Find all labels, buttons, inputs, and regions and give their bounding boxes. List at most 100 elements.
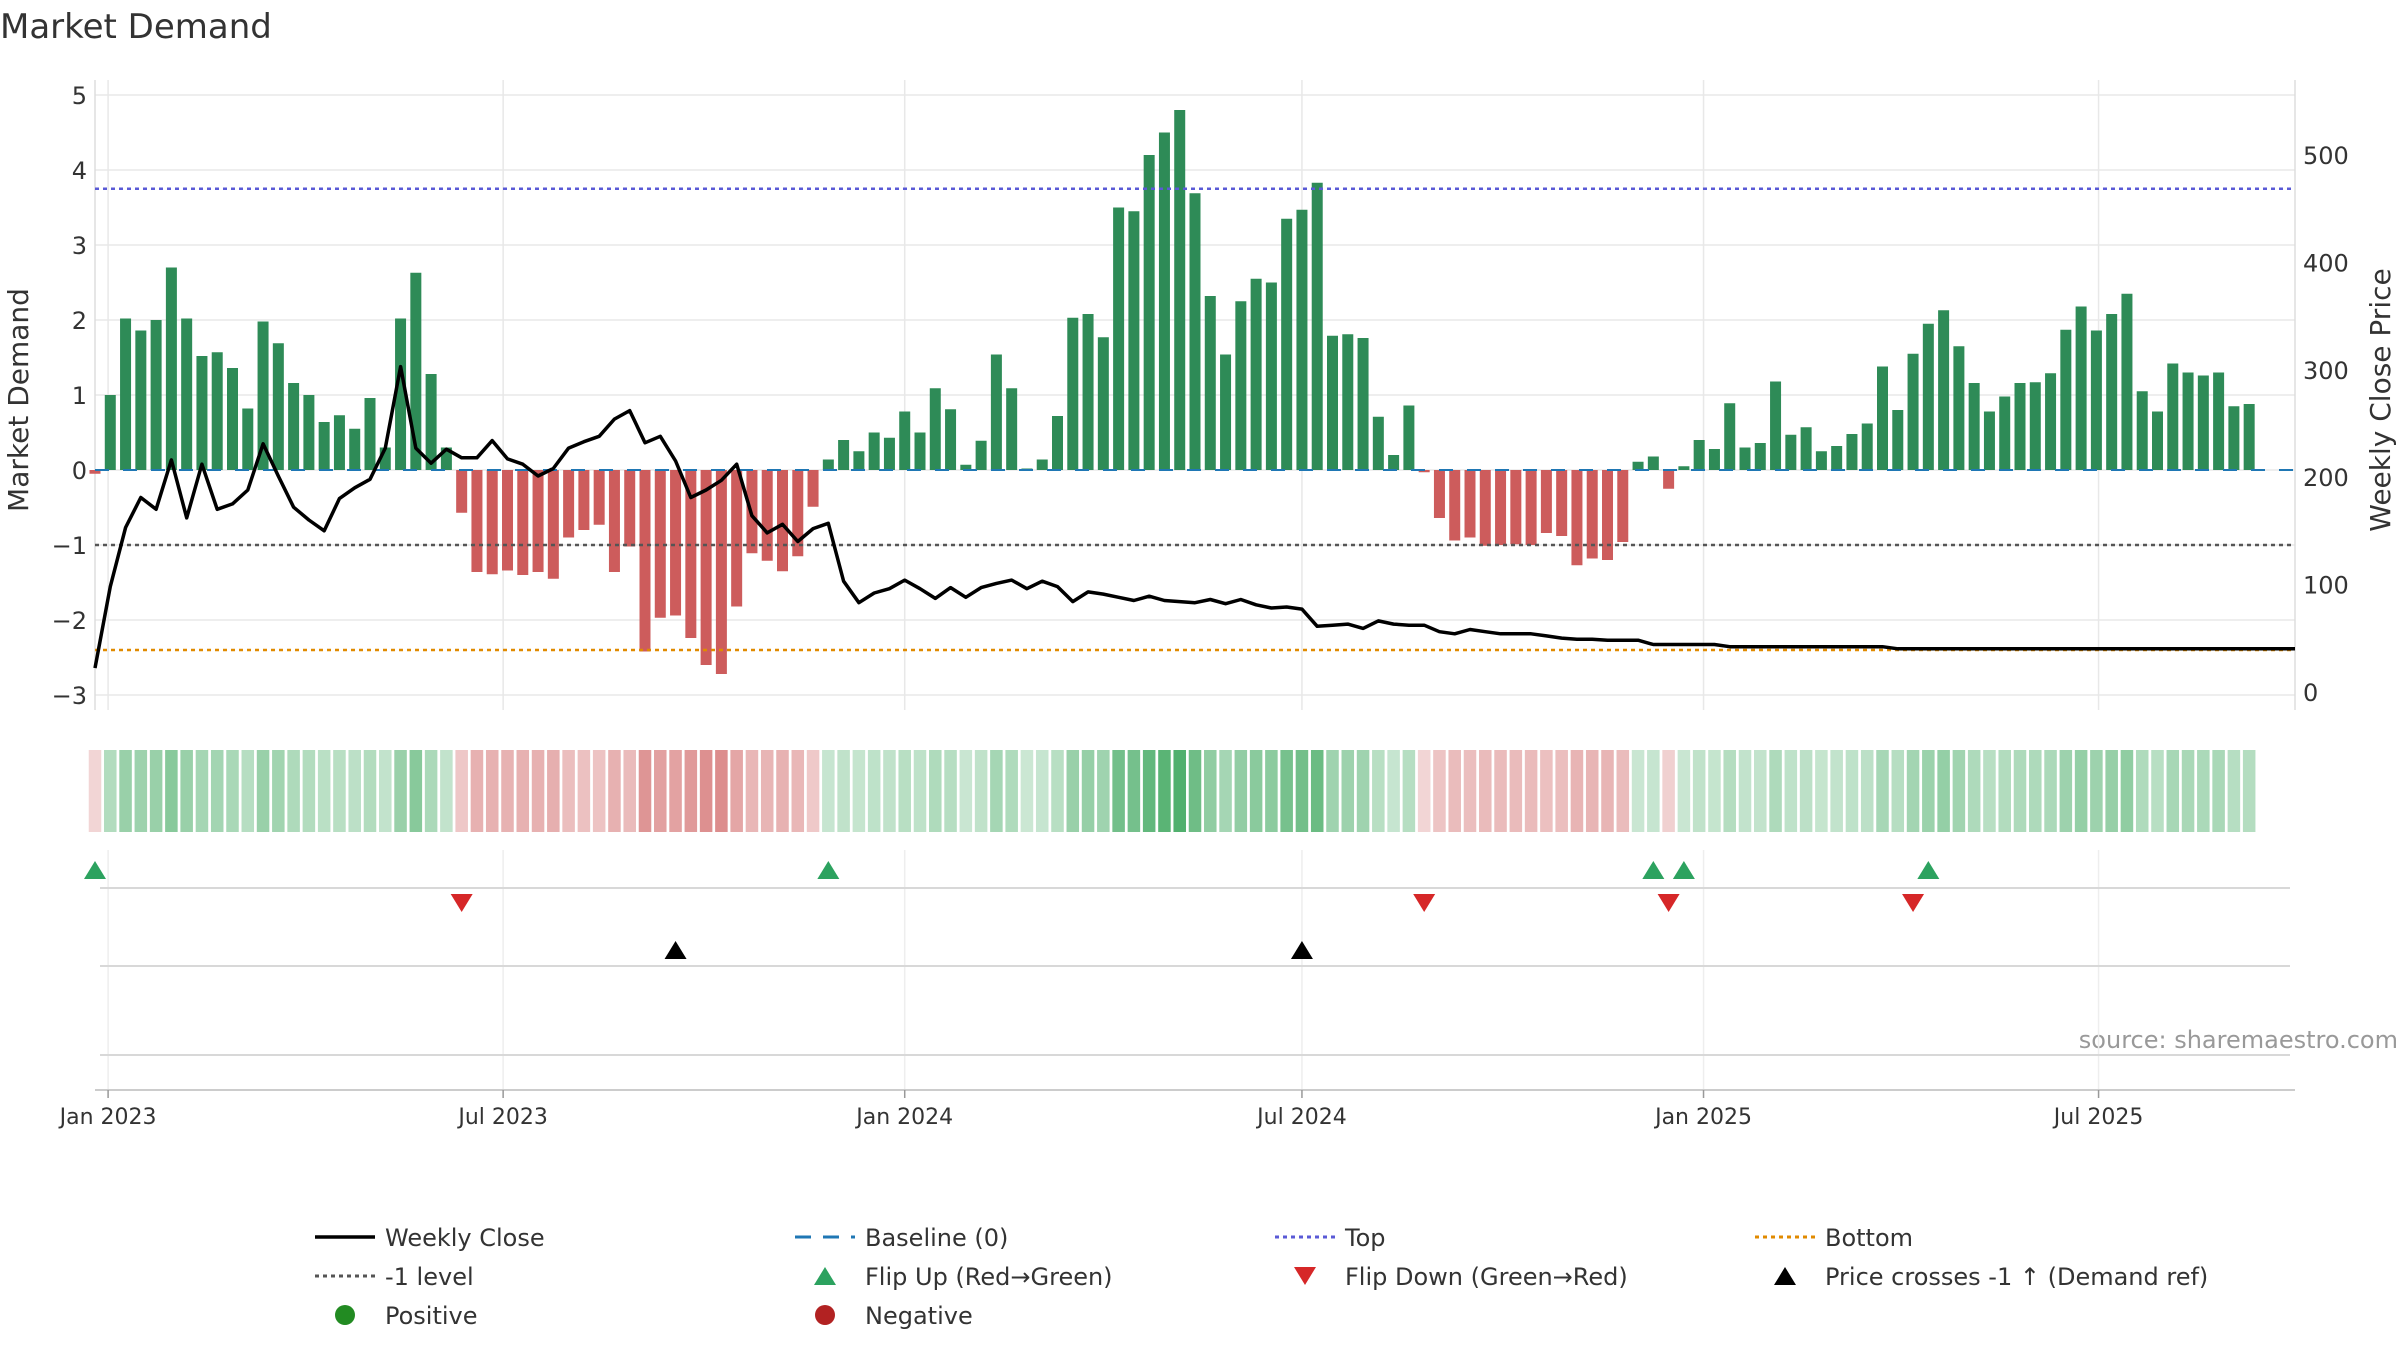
heat-cell [1433,750,1446,832]
heat-cell [699,750,713,832]
demand-bar [1892,410,1904,470]
heat-cell [1234,750,1248,832]
y2-tick-label: 0 [2303,679,2318,707]
legend-item: Weekly Close [315,1224,545,1252]
demand-bar [1815,451,1827,470]
heat-cell [256,750,270,832]
y2-axis-layer: 0 100 200 300 400 500 [2303,142,2349,707]
y2-axis-label: Weekly Close Price [2364,268,2397,531]
heat-cell [1906,750,1920,832]
heat-cell [516,750,530,832]
heat-cell [440,750,453,832]
price-cross-marker [664,941,687,959]
flip-down-marker [1413,894,1436,912]
heat-cell [1372,750,1385,832]
heat-cell [1662,750,1675,832]
heat-cell [210,750,224,832]
demand-bar [1785,434,1797,470]
heat-cell [1249,750,1263,832]
heat-cell [2135,750,2149,832]
heat-cell [669,750,682,832]
demand-bar [1983,411,1995,470]
heat-cell [501,750,514,832]
heat-cell [333,750,346,832]
legend-label: Flip Up (Red→Green) [865,1263,1113,1291]
legend-label: Flip Down (Green→Red) [1345,1263,1628,1291]
heat-cell [424,750,438,832]
heat-cell [1769,750,1782,832]
heat-cell [226,750,239,832]
demand-bar [1663,470,1675,489]
heat-cell [1081,750,1095,832]
demand-bar [1113,207,1125,470]
demand-bar [899,411,911,470]
heat-cell [1937,750,1950,832]
demand-bar [1831,446,1843,470]
demand-bar [211,352,223,470]
legend-item: Price crosses -1 ↑ (Demand ref) [1774,1263,2208,1291]
flip-up-marker [817,861,840,879]
heat-cell [317,750,331,832]
heat-cell [1112,750,1125,832]
heat-cell [485,750,499,832]
heat-cell [363,750,377,832]
demand-bar [1999,396,2011,470]
heat-cell [2059,750,2073,832]
demand-bar [1433,470,1445,518]
demand-bar [1586,470,1598,559]
x-tick-label: Jul 2024 [1255,1105,1347,1130]
legend-circle-icon [815,1305,835,1325]
heat-cell [1876,750,1889,832]
legend-label: Negative [865,1302,973,1330]
demand-bar [1388,455,1400,470]
source-label: source: sharemaestro.com [2079,1026,2398,1054]
demand-bar [165,267,177,470]
demand-bar [1403,405,1415,470]
demand-bar [945,409,957,470]
y2-tick-label: 100 [2303,571,2349,599]
demand-bar [807,470,819,507]
heat-cell [2197,750,2210,832]
heat-cell [1647,750,1660,832]
heat-cell [272,750,285,832]
demand-bar [379,447,391,470]
heat-cell [715,750,728,832]
demand-bar [1204,296,1216,470]
heat-cell [379,750,392,832]
chart-title: Market Demand [0,7,272,47]
demand-bar [196,356,208,470]
demand-bar [1418,470,1430,473]
demand-bar [1296,209,1308,470]
legend-label: Bottom [1825,1224,1913,1252]
heat-cell [1280,750,1293,832]
demand-bar [2152,411,2163,470]
demand-bar [181,318,193,470]
heat-cell [1035,750,1049,832]
demand-bar [303,395,315,470]
heat-cell [287,750,300,832]
heat-cell [1127,750,1141,832]
demand-bar [1479,470,1491,546]
demand-bar [257,321,269,470]
demand-bar [318,422,330,470]
heat-cell [1494,750,1507,832]
heat-cell [1356,750,1370,832]
heat-cell [2242,750,2256,832]
heat-cell [2029,750,2042,832]
heat-cell [806,750,820,832]
demand-bar [410,272,422,470]
weekly-close-line [93,364,2295,669]
heat-cell [2212,750,2225,832]
demand-bar [2014,383,2026,470]
demand-bar [2029,382,2041,470]
demand-bar [731,470,743,607]
demand-bar [1158,132,1170,470]
demand-bar [1525,470,1537,545]
heat-cell [1830,750,1843,832]
heat-cell [883,750,896,832]
heat-cell [1173,750,1186,832]
heat-cell [562,750,575,832]
demand-bar [486,470,498,575]
heat-cell [1799,750,1813,832]
demand-bar [975,440,987,470]
